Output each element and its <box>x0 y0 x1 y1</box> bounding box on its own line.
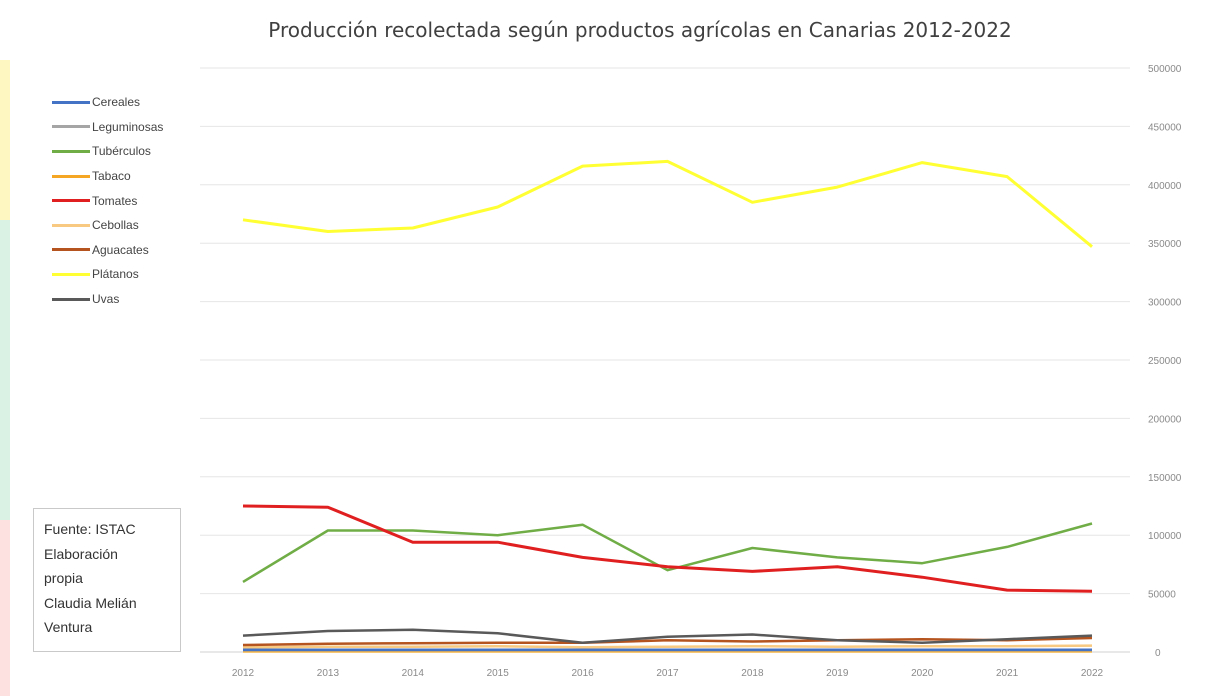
legend: Cereales Leguminosas Tubérculos Tabaco Tomat… <box>52 90 163 311</box>
source-line: Fuente: ISTAC <box>44 521 136 537</box>
x-tick-label: 2022 <box>1081 668 1104 679</box>
x-tick-label: 2016 <box>571 668 594 679</box>
y-axis-ticks: 5000004500004000003500003000002500002000… <box>1148 64 1182 659</box>
y-tick-label: 450000 <box>1148 122 1182 133</box>
x-tick-label: 2020 <box>911 668 934 679</box>
source-line: Elaboración <box>44 545 118 562</box>
background-stripe-mid <box>0 220 10 520</box>
legend-item: Tabaco <box>52 164 163 189</box>
series-lines <box>242 159 1093 653</box>
background-stripe-top <box>0 60 10 220</box>
legend-label: Tabaco <box>92 169 131 184</box>
gridlines <box>200 67 1130 653</box>
y-tick-label: 50000 <box>1148 590 1176 601</box>
legend-swatch <box>52 100 90 104</box>
legend-label: Tomates <box>92 193 138 208</box>
legend-swatch <box>52 297 90 301</box>
legend-label: Uvas <box>92 292 120 307</box>
legend-item: Aguacates <box>52 238 163 263</box>
legend-swatch <box>52 199 90 203</box>
legend-label: Leguminosas <box>92 119 164 134</box>
source-line: Claudia Melián <box>44 594 137 611</box>
y-tick-label: 350000 <box>1148 239 1182 250</box>
x-tick-label: 2015 <box>487 668 510 679</box>
x-tick-label: 2019 <box>826 668 849 679</box>
legend-item: Uvas <box>52 287 163 312</box>
series-line-tomates <box>242 504 1093 593</box>
legend-item: Tubérculos <box>52 139 163 164</box>
background-stripe-bottom <box>0 520 10 696</box>
x-tick-label: 2021 <box>996 668 1019 679</box>
series-line-aguacates <box>242 636 1093 647</box>
legend-swatch <box>52 223 90 227</box>
legend-swatch <box>52 149 90 153</box>
source-line: Ventura <box>44 619 93 635</box>
x-tick-label: 2018 <box>741 668 764 679</box>
y-tick-label: 400000 <box>1148 181 1182 192</box>
y-tick-label: 300000 <box>1148 298 1182 309</box>
legend-label: Plátanos <box>92 267 139 282</box>
y-tick-label: 500000 <box>1148 64 1182 75</box>
legend-item: Plátanos <box>52 262 163 287</box>
series-line-platanos <box>242 159 1093 248</box>
series-line-cebollas <box>242 644 1093 649</box>
legend-item: Cereales <box>52 90 163 115</box>
legend-label: Cebollas <box>92 218 139 233</box>
y-tick-label: 200000 <box>1148 414 1182 425</box>
legend-label: Aguacates <box>92 242 149 257</box>
source-box: Fuente: ISTAC Elaboración propia Claudia… <box>33 508 181 652</box>
x-tick-label: 2013 <box>317 668 340 679</box>
series-line-uvas <box>242 628 1093 644</box>
x-axis-ticks: 2012 2013 2014 2015 2016 2017 2018 2019 2020 2021… <box>232 668 1104 679</box>
legend-item: Leguminosas <box>52 115 163 140</box>
legend-swatch <box>52 125 90 129</box>
series-line-tuberculos <box>242 522 1093 583</box>
legend-swatch <box>52 272 90 276</box>
y-tick-label: 250000 <box>1148 356 1182 367</box>
legend-item: Cebollas <box>52 213 163 238</box>
x-tick-label: 2012 <box>232 668 255 679</box>
legend-swatch <box>52 174 90 178</box>
chart-title: Producción recolectada según productos a… <box>268 18 1012 42</box>
y-tick-label: 150000 <box>1148 473 1182 484</box>
legend-label: Cereales <box>92 95 141 110</box>
legend-swatch <box>52 248 90 252</box>
y-tick-label: 0 <box>1155 648 1161 659</box>
x-tick-label: 2017 <box>656 668 679 679</box>
source-line: propia <box>44 570 83 586</box>
legend-item: Tomates <box>52 188 163 213</box>
legend-label: Tubérculos <box>92 144 151 159</box>
x-tick-label: 2014 <box>402 668 425 679</box>
y-tick-label: 100000 <box>1148 531 1182 542</box>
